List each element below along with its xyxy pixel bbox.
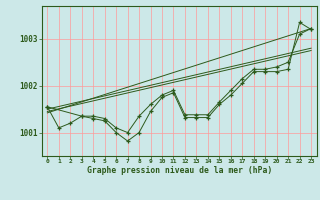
- X-axis label: Graphe pression niveau de la mer (hPa): Graphe pression niveau de la mer (hPa): [87, 166, 272, 175]
